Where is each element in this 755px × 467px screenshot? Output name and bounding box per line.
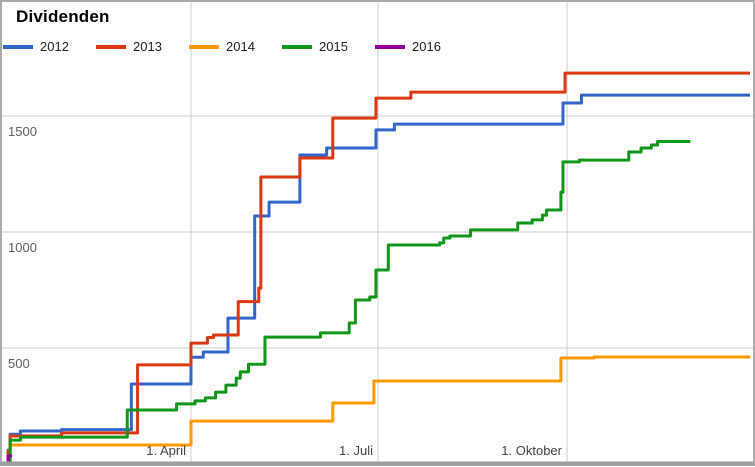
series-line-2015 xyxy=(6,140,691,466)
series-line-2012 xyxy=(6,93,750,466)
series-line-2013 xyxy=(6,71,750,466)
series-line-2014 xyxy=(6,355,750,466)
